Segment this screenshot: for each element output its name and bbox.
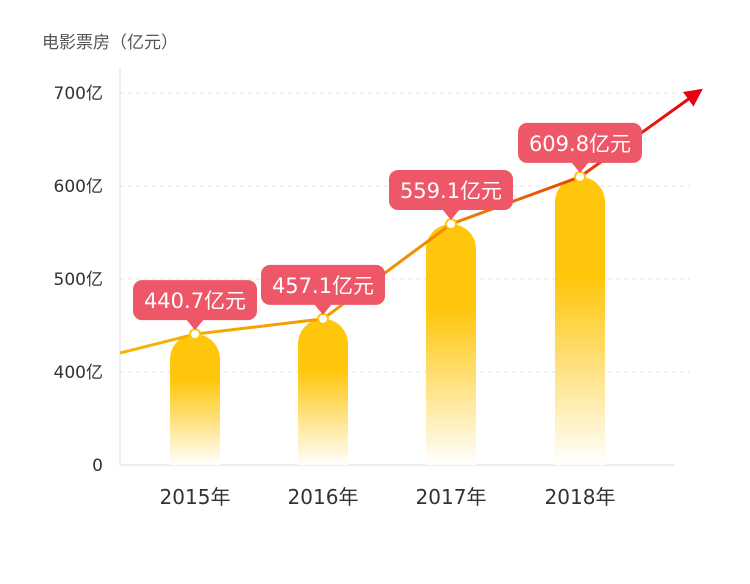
data-point [189, 328, 201, 341]
y-tick-label: 700亿 [54, 84, 103, 104]
data-label-callout: 609.8亿元 [518, 122, 642, 173]
callout-pointer [186, 319, 204, 331]
x-tick-label: 2017年 [416, 485, 487, 509]
y-tick-label: 0 [92, 456, 103, 476]
callout-pointer [571, 161, 589, 173]
trend-arrow-line [119, 88, 703, 355]
callout-box [389, 170, 513, 211]
data-label-callout: 559.1亿元 [389, 170, 513, 221]
data-label-callout: 440.7亿元 [133, 280, 257, 331]
bar [555, 176, 605, 465]
y-tick-label: 500亿 [54, 270, 103, 290]
bar [426, 224, 476, 465]
chart-title: 电影票房（亿元） [42, 33, 178, 53]
data-label: 440.7亿元 [144, 289, 246, 313]
bar [170, 334, 220, 465]
x-tick-label: 2015年 [160, 485, 231, 509]
x-tick-label: 2018年 [545, 485, 616, 509]
data-point [445, 218, 457, 231]
y-tick-label: 400亿 [54, 363, 103, 383]
data-point [317, 312, 329, 325]
data-label: 457.1亿元 [272, 274, 374, 298]
data-label: 559.1亿元 [400, 179, 502, 203]
callout-box [518, 122, 642, 163]
data-point [574, 170, 586, 183]
x-tick-label: 2016年 [288, 485, 359, 509]
callout-box [133, 280, 257, 321]
callout-pointer [442, 209, 460, 221]
y-tick-label: 600亿 [54, 177, 103, 197]
data-label: 609.8亿元 [529, 132, 631, 156]
data-label-callout: 457.1亿元 [261, 264, 385, 315]
bar [298, 318, 348, 465]
callout-box [261, 264, 385, 305]
callout-pointer [314, 303, 332, 315]
